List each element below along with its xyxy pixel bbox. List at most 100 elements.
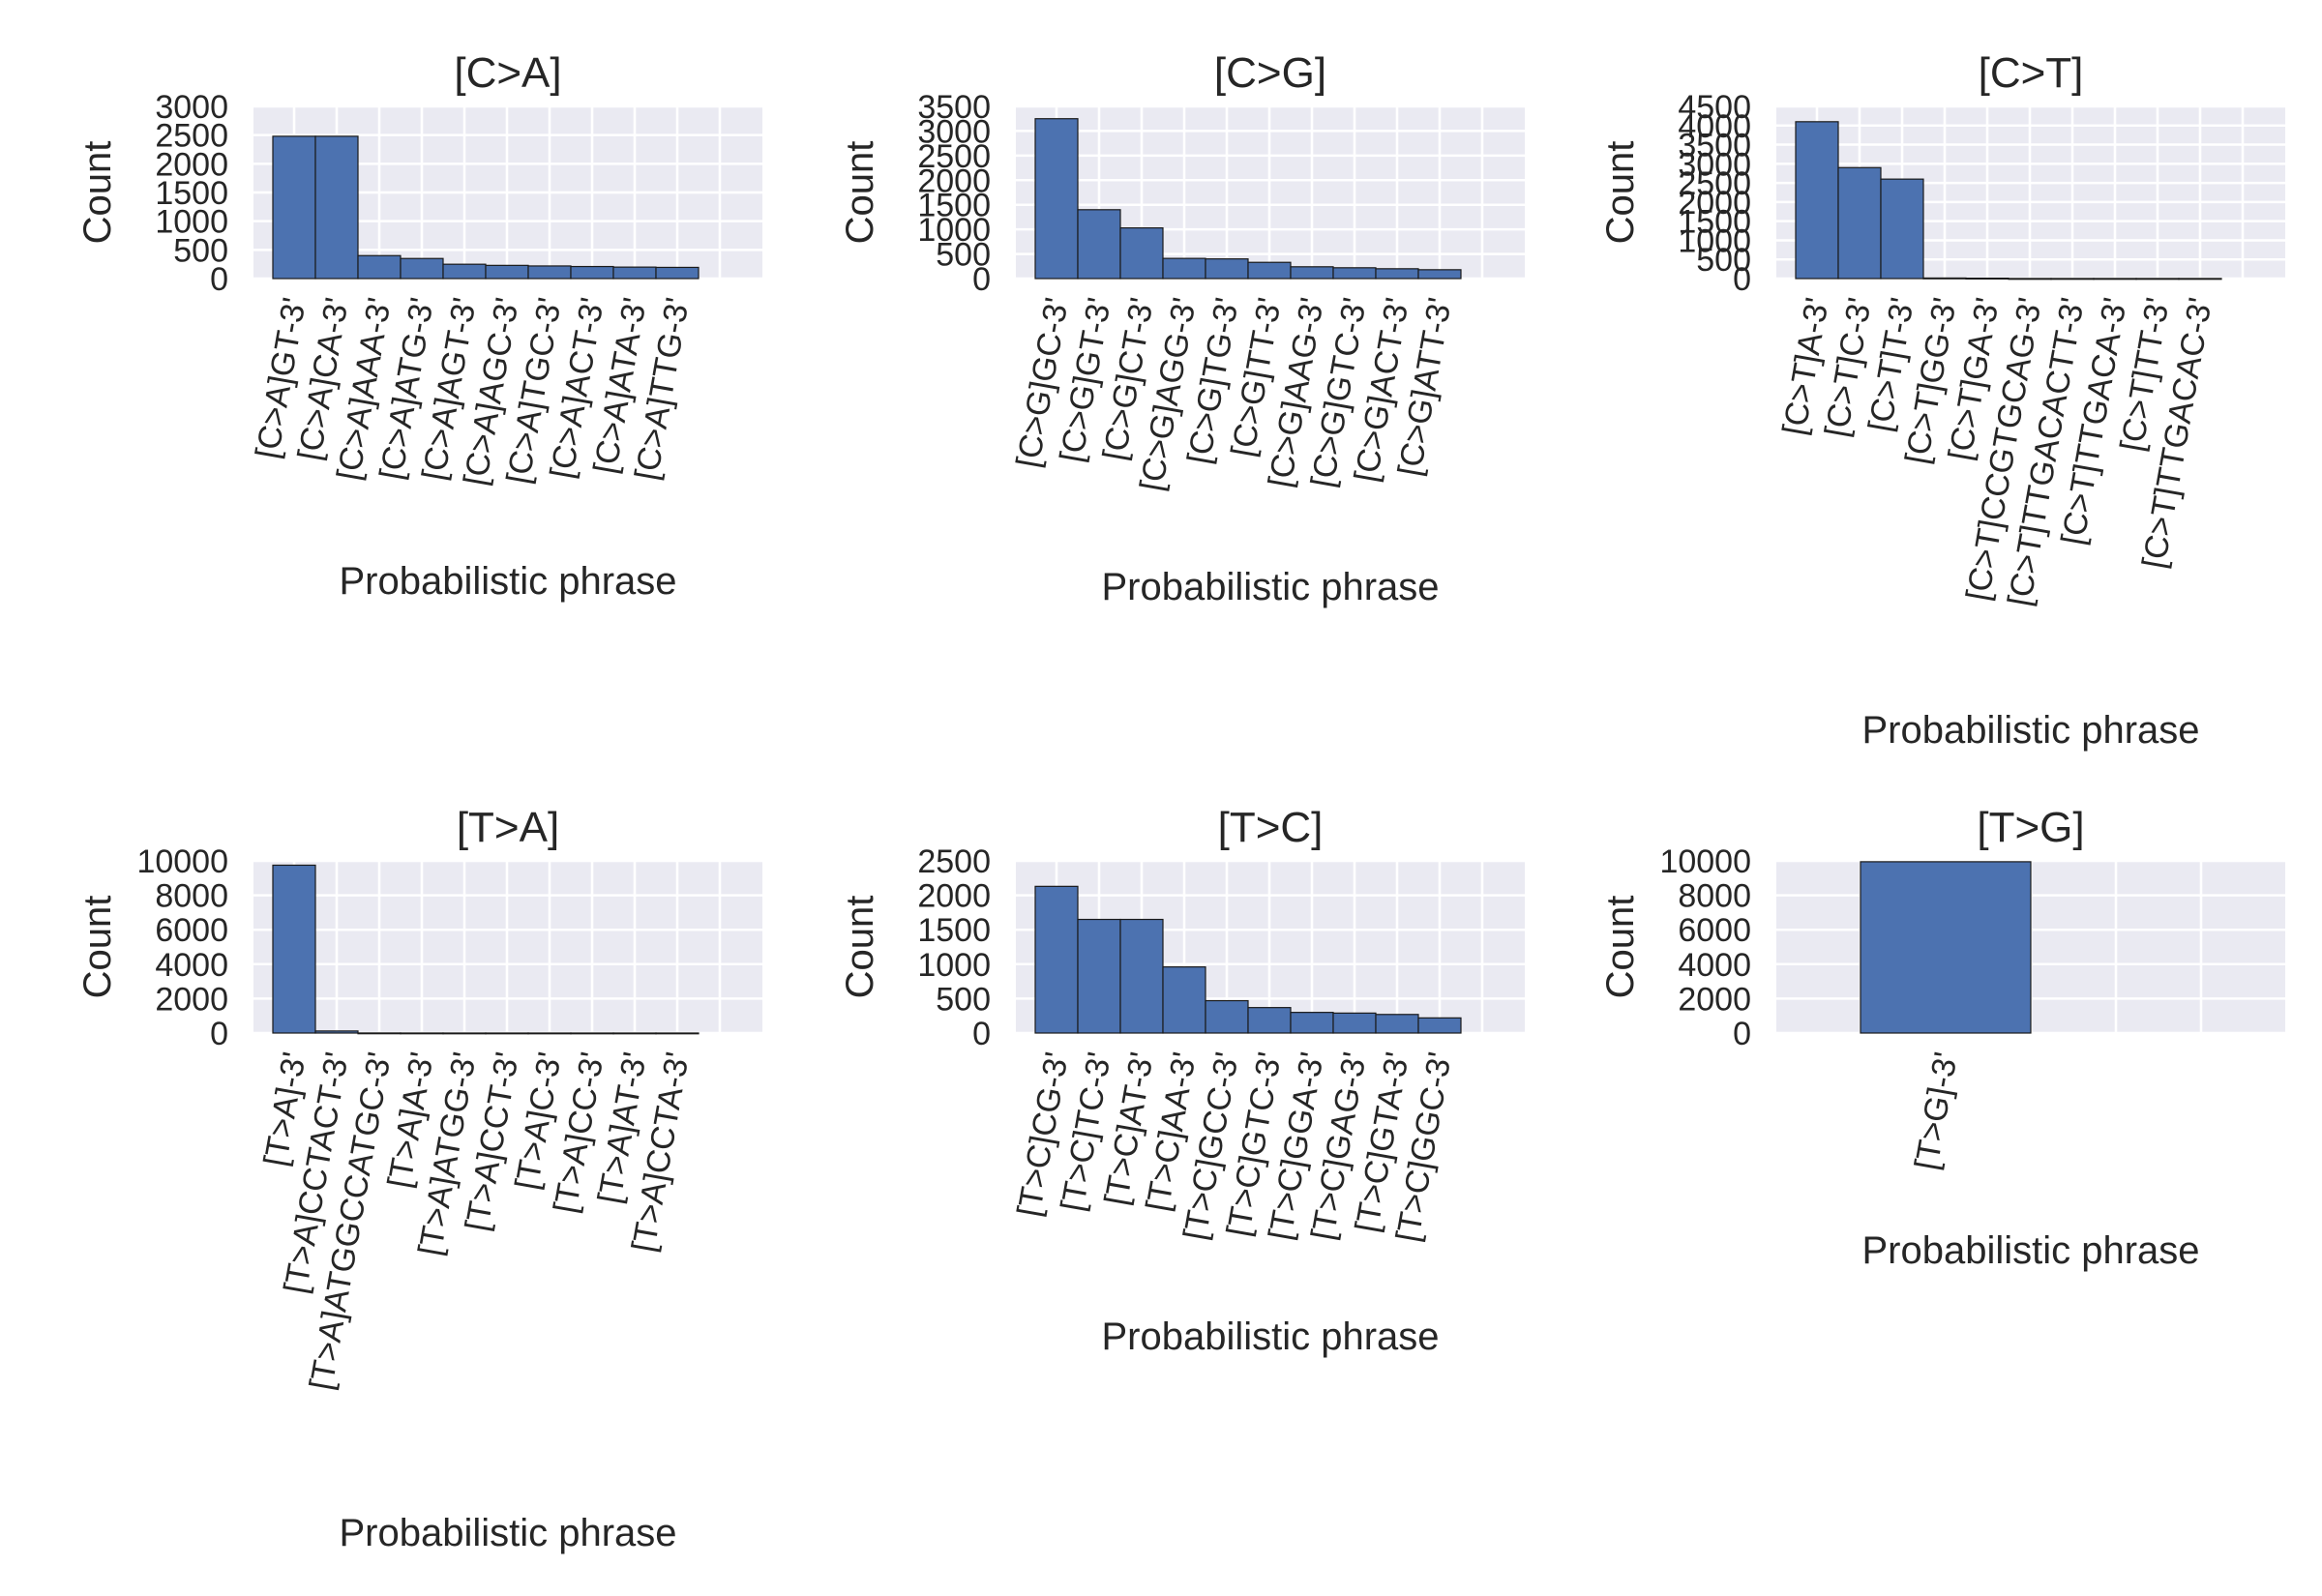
y-tick-label: 2000 — [917, 163, 991, 199]
y-tick-label: 3000 — [155, 89, 228, 126]
panel-1: 0500100015002000250030003500[C>G]GC-3'[C… — [839, 49, 1525, 608]
bar — [1119, 227, 1164, 280]
x-axis-label: Probabilistic phrase — [339, 1512, 676, 1554]
y-tick-label: 10000 — [1659, 843, 1751, 880]
y-tick-label: 2000 — [1678, 981, 1751, 1018]
bar — [527, 1032, 572, 1035]
bar — [2093, 278, 2137, 281]
bar — [1034, 118, 1079, 280]
bar — [1417, 269, 1462, 280]
y-tick-label: 500 — [1696, 242, 1751, 279]
bar — [1375, 268, 1419, 280]
bar — [1119, 918, 1164, 1034]
bar — [1332, 267, 1377, 280]
bar — [314, 1030, 359, 1034]
y-tick-label: 1000 — [155, 204, 228, 241]
bar — [570, 1032, 614, 1035]
panel-title: [T>G] — [1977, 804, 2084, 851]
bar — [442, 263, 487, 280]
y-tick-label: 0 — [972, 261, 991, 298]
bar — [1290, 1012, 1334, 1034]
bar — [1860, 861, 2032, 1034]
bar — [655, 266, 700, 280]
bar — [314, 135, 359, 280]
panel-title: [C>T] — [1979, 49, 2084, 97]
y-tick-label: 1000 — [1678, 222, 1751, 259]
y-tick-label: 6000 — [1678, 912, 1751, 949]
y-tick-label: 4000 — [1678, 108, 1751, 145]
bar — [527, 265, 572, 280]
y-tick-label: 0 — [1733, 1016, 1751, 1052]
bar — [1162, 966, 1206, 1034]
bar — [1417, 1017, 1462, 1034]
y-tick-label: 1000 — [917, 947, 991, 984]
bar — [2050, 278, 2095, 281]
y-tick-label: 1500 — [917, 188, 991, 224]
panel-4: 05001000150020002500[T>C]CG-3'[T>C]TC-3'… — [839, 804, 1525, 1358]
bar — [1375, 1014, 1419, 1034]
bar — [612, 266, 657, 280]
bar — [1290, 266, 1334, 280]
y-tick-label: 500 — [936, 237, 991, 274]
y-tick-label: 1500 — [155, 175, 228, 212]
bar — [1965, 278, 2009, 281]
y-tick-label: 1500 — [1678, 204, 1751, 241]
y-axis-label: Count — [76, 141, 119, 245]
bar — [1205, 999, 1249, 1034]
bar — [442, 1032, 487, 1035]
y-tick-label: 10000 — [136, 843, 228, 880]
y-tick-label: 1500 — [917, 912, 991, 949]
y-tick-label: 6000 — [155, 912, 228, 949]
bar — [400, 1032, 444, 1035]
bar — [357, 254, 402, 280]
bar — [272, 135, 316, 280]
bar — [1247, 261, 1292, 280]
bar — [612, 1032, 657, 1035]
bar — [485, 264, 529, 280]
y-tick-label: 4000 — [155, 947, 228, 984]
y-axis-label: Count — [839, 141, 881, 245]
y-tick-label: 1000 — [917, 212, 991, 249]
x-tick-label: [T>G]-3' — [1908, 1049, 1965, 1172]
panel-title: [C>A] — [454, 49, 561, 97]
y-tick-label: 4000 — [1678, 947, 1751, 984]
panel-title: [C>G] — [1214, 49, 1326, 97]
bar — [1880, 178, 1924, 280]
y-axis-label: Count — [1599, 141, 1642, 245]
bar — [1795, 121, 1839, 280]
y-tick-label: 0 — [972, 1016, 991, 1052]
y-tick-label: 500 — [936, 981, 991, 1018]
y-tick-label: 3000 — [1678, 146, 1751, 183]
y-tick-label: 2500 — [1678, 165, 1751, 202]
bar — [1077, 918, 1121, 1034]
bar — [1034, 885, 1079, 1034]
y-tick-label: 0 — [210, 1016, 228, 1052]
y-tick-label: 4500 — [1678, 89, 1751, 126]
x-axis-label: Probabilistic phrase — [1861, 709, 2199, 752]
y-tick-label: 8000 — [155, 878, 228, 915]
panel-0: 050010001500200025003000[C>A]GT-3'[C>A]C… — [76, 49, 762, 603]
y-tick-label: 2000 — [155, 146, 228, 183]
bar — [1837, 166, 1882, 280]
y-tick-label: 2000 — [1678, 185, 1751, 222]
panel-3: 0200040006000800010000[T>A]-3'[T>A]CCTAC… — [76, 804, 762, 1554]
bar — [357, 1032, 402, 1035]
y-tick-label: 500 — [173, 232, 228, 269]
bar — [2178, 278, 2222, 281]
x-axis-label: Probabilistic phrase — [1101, 1315, 1439, 1358]
bar — [400, 257, 444, 280]
y-tick-label: 3000 — [917, 113, 991, 150]
bar — [1922, 277, 1967, 280]
y-tick-label: 2500 — [917, 138, 991, 175]
y-tick-label: 3500 — [1678, 128, 1751, 164]
bar — [485, 1032, 529, 1035]
x-axis-label: Probabilistic phrase — [1101, 566, 1439, 608]
bar — [1205, 258, 1249, 280]
bar — [1247, 1007, 1292, 1034]
y-tick-label: 0 — [210, 261, 228, 298]
y-axis-label: Count — [76, 896, 119, 999]
bar — [1162, 257, 1206, 280]
